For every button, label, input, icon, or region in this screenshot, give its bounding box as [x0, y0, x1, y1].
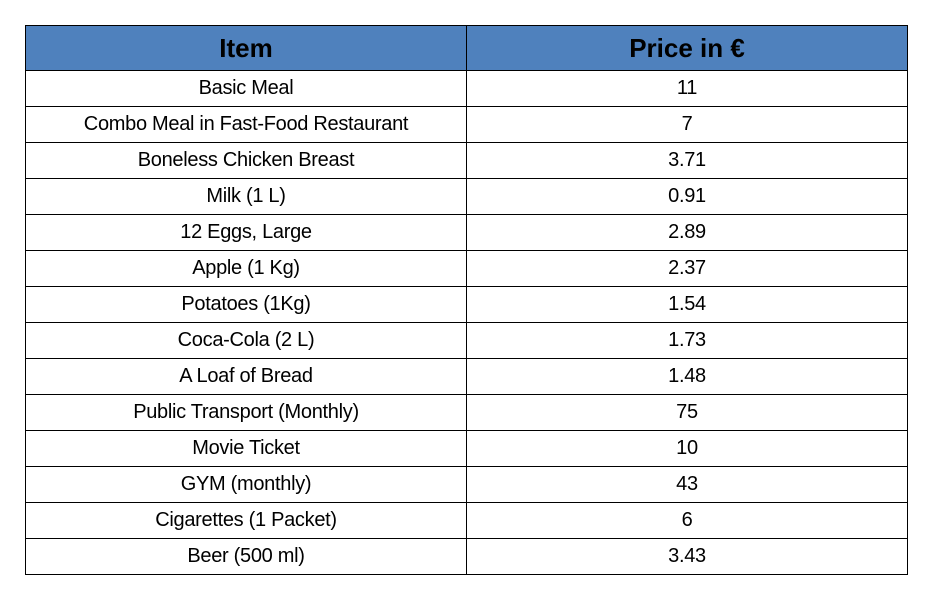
- table-row: A Loaf of Bread 1.48: [25, 358, 908, 395]
- item-cell: Beer (500 ml): [25, 538, 467, 575]
- table-wrapper: Item Price in € Basic Meal 11 Combo Meal in…: [25, 25, 908, 575]
- header-row: Item Price in €: [25, 25, 908, 71]
- table-row: Coca-Cola (2 L) 1.73: [25, 322, 908, 359]
- price-cell: 7: [466, 106, 908, 143]
- table-row: Boneless Chicken Breast 3.71: [25, 142, 908, 179]
- price-cell: 10: [466, 430, 908, 467]
- table-row: Potatoes (1Kg) 1.54: [25, 286, 908, 323]
- item-cell: Public Transport (Monthly): [25, 394, 467, 431]
- table-body: Basic Meal 11 Combo Meal in Fast-Food Rest…: [25, 70, 908, 575]
- price-cell: 1.54: [466, 286, 908, 323]
- price-cell: 3.71: [466, 142, 908, 179]
- column-header: Item: [25, 25, 467, 71]
- item-cell: Combo Meal in Fast-Food Restaurant: [25, 106, 467, 143]
- table-row: Apple (1 Kg) 2.37: [25, 250, 908, 287]
- table-row: 12 Eggs, Large 2.89: [25, 214, 908, 251]
- table-row: Combo Meal in Fast-Food Restaurant 7: [25, 106, 908, 143]
- item-cell: Movie Ticket: [25, 430, 467, 467]
- price-cell: 6: [466, 502, 908, 539]
- price-cell: 1.48: [466, 358, 908, 395]
- table-row: Basic Meal 11: [25, 70, 908, 107]
- item-cell: Basic Meal: [25, 70, 467, 107]
- item-cell: Boneless Chicken Breast: [25, 142, 467, 179]
- item-cell: Coca-Cola (2 L): [25, 322, 467, 359]
- item-cell: Cigarettes (1 Packet): [25, 502, 467, 539]
- table-row: Beer (500 ml) 3.43: [25, 538, 908, 575]
- table-row: Movie Ticket 10: [25, 430, 908, 467]
- price-cell: 11: [466, 70, 908, 107]
- table-row: Milk (1 L) 0.91: [25, 178, 908, 215]
- item-cell: GYM (monthly): [25, 466, 467, 503]
- price-cell: 3.43: [466, 538, 908, 575]
- item-cell: Apple (1 Kg): [25, 250, 467, 287]
- item-cell: Potatoes (1Kg): [25, 286, 467, 323]
- price-cell: 2.89: [466, 214, 908, 251]
- column-header: Price in €: [466, 25, 908, 71]
- price-table: Item Price in € Basic Meal 11 Combo Meal in…: [25, 25, 908, 575]
- price-cell: 75: [466, 394, 908, 431]
- table-row: Cigarettes (1 Packet) 6: [25, 502, 908, 539]
- table-row: GYM (monthly) 43: [25, 466, 908, 503]
- item-cell: 12 Eggs, Large: [25, 214, 467, 251]
- item-cell: Milk (1 L): [25, 178, 467, 215]
- table-row: Public Transport (Monthly) 75: [25, 394, 908, 431]
- price-cell: 43: [466, 466, 908, 503]
- price-cell: 0.91: [466, 178, 908, 215]
- item-cell: A Loaf of Bread: [25, 358, 467, 395]
- price-cell: 1.73: [466, 322, 908, 359]
- price-cell: 2.37: [466, 250, 908, 287]
